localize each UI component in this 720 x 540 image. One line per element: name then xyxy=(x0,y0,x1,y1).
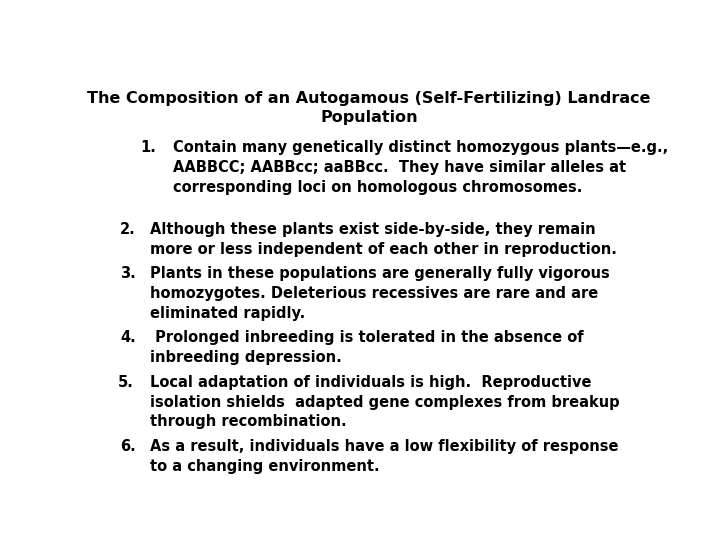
Text: The Composition of an Autogamous (Self-Fertilizing) Landrace
Population: The Composition of an Autogamous (Self-F… xyxy=(87,91,651,125)
Text: Prolonged inbreeding is tolerated in the absence of: Prolonged inbreeding is tolerated in the… xyxy=(150,330,584,346)
Text: 6.: 6. xyxy=(120,438,136,454)
Text: Local adaptation of individuals is high.  Reproductive: Local adaptation of individuals is high.… xyxy=(150,375,592,389)
Text: 4.: 4. xyxy=(120,330,136,346)
Text: Contain many genetically distinct homozygous plants—e.g.,: Contain many genetically distinct homozy… xyxy=(173,140,668,154)
Text: inbreeding depression.: inbreeding depression. xyxy=(150,350,342,366)
Text: more or less independent of each other in reproduction.: more or less independent of each other i… xyxy=(150,242,617,258)
Text: 1.: 1. xyxy=(140,140,156,154)
Text: 3.: 3. xyxy=(120,266,136,281)
Text: Although these plants exist side-by-side, they remain: Although these plants exist side-by-side… xyxy=(150,222,596,238)
Text: 5.: 5. xyxy=(117,375,133,389)
Text: eliminated rapidly.: eliminated rapidly. xyxy=(150,306,305,321)
Text: AABBCC; AABBcc; aaBBcc.  They have similar alleles at: AABBCC; AABBcc; aaBBcc. They have simila… xyxy=(173,160,626,174)
Text: As a result, individuals have a low flexibility of response: As a result, individuals have a low flex… xyxy=(150,438,618,454)
Text: corresponding loci on homologous chromosomes.: corresponding loci on homologous chromos… xyxy=(173,180,582,194)
Text: isolation shields  adapted gene complexes from breakup: isolation shields adapted gene complexes… xyxy=(150,395,620,409)
Text: homozygotes. Deleterious recessives are rare and are: homozygotes. Deleterious recessives are … xyxy=(150,286,598,301)
Text: Plants in these populations are generally fully vigorous: Plants in these populations are generall… xyxy=(150,266,610,281)
Text: to a changing environment.: to a changing environment. xyxy=(150,458,380,474)
Text: 2.: 2. xyxy=(120,222,136,238)
Text: through recombination.: through recombination. xyxy=(150,415,347,429)
